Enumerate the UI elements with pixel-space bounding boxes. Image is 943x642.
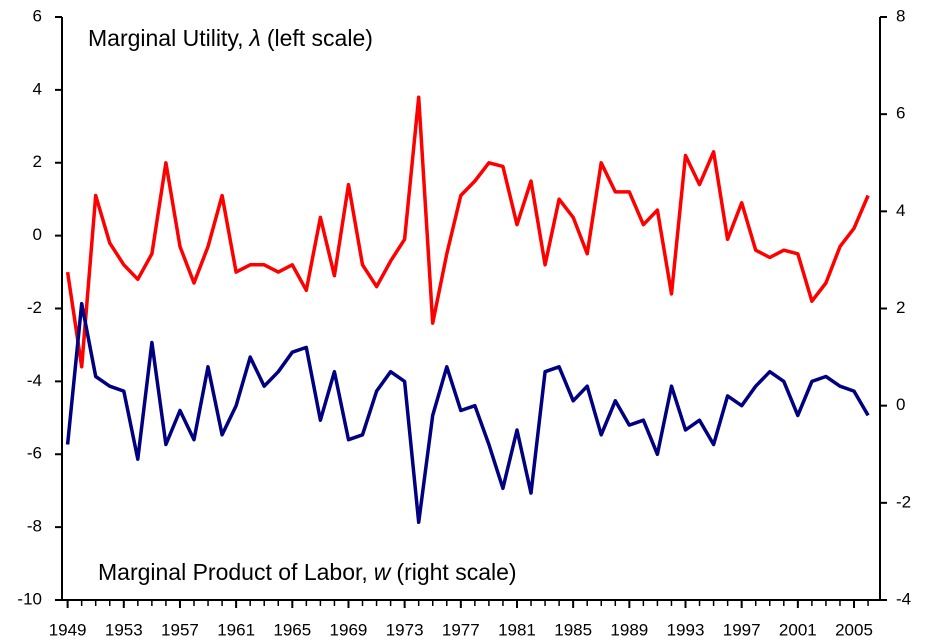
x-tick-label: 1949 — [49, 620, 87, 639]
y2-tick-label: 0 — [896, 395, 905, 414]
y-tick-label: 0 — [33, 225, 42, 244]
x-tick-label: 1981 — [498, 620, 536, 639]
y-tick-label: 2 — [33, 152, 42, 171]
y2-tick-label: -2 — [896, 492, 911, 511]
annotation-text: Marginal Utility, — [88, 25, 244, 51]
x-tick-label: 2001 — [779, 620, 817, 639]
y2-tick-label: 6 — [896, 104, 905, 123]
annotation-symbol: w — [374, 559, 392, 585]
x-tick-label: 1953 — [105, 620, 143, 639]
x-tick-label: 1997 — [723, 620, 761, 639]
y2-tick-label: 2 — [896, 298, 905, 317]
y-tick-label: -8 — [27, 517, 42, 536]
line-series — [65, 95, 870, 369]
x-tick-label: 1993 — [667, 620, 705, 639]
y-tick-label: 6 — [33, 6, 42, 25]
y2-tick-label: 4 — [896, 201, 905, 220]
annotation-text: Marginal Product of Labor, — [98, 559, 368, 585]
y-tick-label: -10 — [17, 589, 42, 608]
x-tick-label: 1957 — [161, 620, 199, 639]
x-tick-label: 1965 — [273, 620, 311, 639]
y2-tick-label: 8 — [896, 6, 905, 25]
y2-tick-label: -4 — [896, 589, 911, 608]
x-tick-label: 1977 — [442, 620, 480, 639]
x-tick-label: 1989 — [610, 620, 648, 639]
y-tick-label: 4 — [33, 79, 42, 98]
x-tick-label: 1985 — [554, 620, 592, 639]
x-tick-label: 2005 — [835, 620, 873, 639]
annotation-symbol: λ — [248, 25, 261, 51]
annotation-text: (left scale) — [267, 25, 373, 51]
x-tick-label: 1961 — [217, 620, 255, 639]
x-tick-label: 1973 — [386, 620, 424, 639]
y-tick-label: -6 — [27, 444, 42, 463]
line-series — [65, 301, 870, 525]
y-tick-label: -2 — [27, 298, 42, 317]
annotation: Marginal Utility, λ (left scale) — [88, 25, 373, 51]
annotation-text: (right scale) — [396, 559, 516, 585]
y-tick-label: -4 — [27, 371, 42, 390]
x-tick-label: 1969 — [330, 620, 368, 639]
annotation: Marginal Product of Labor, w (right scale) — [98, 559, 517, 585]
